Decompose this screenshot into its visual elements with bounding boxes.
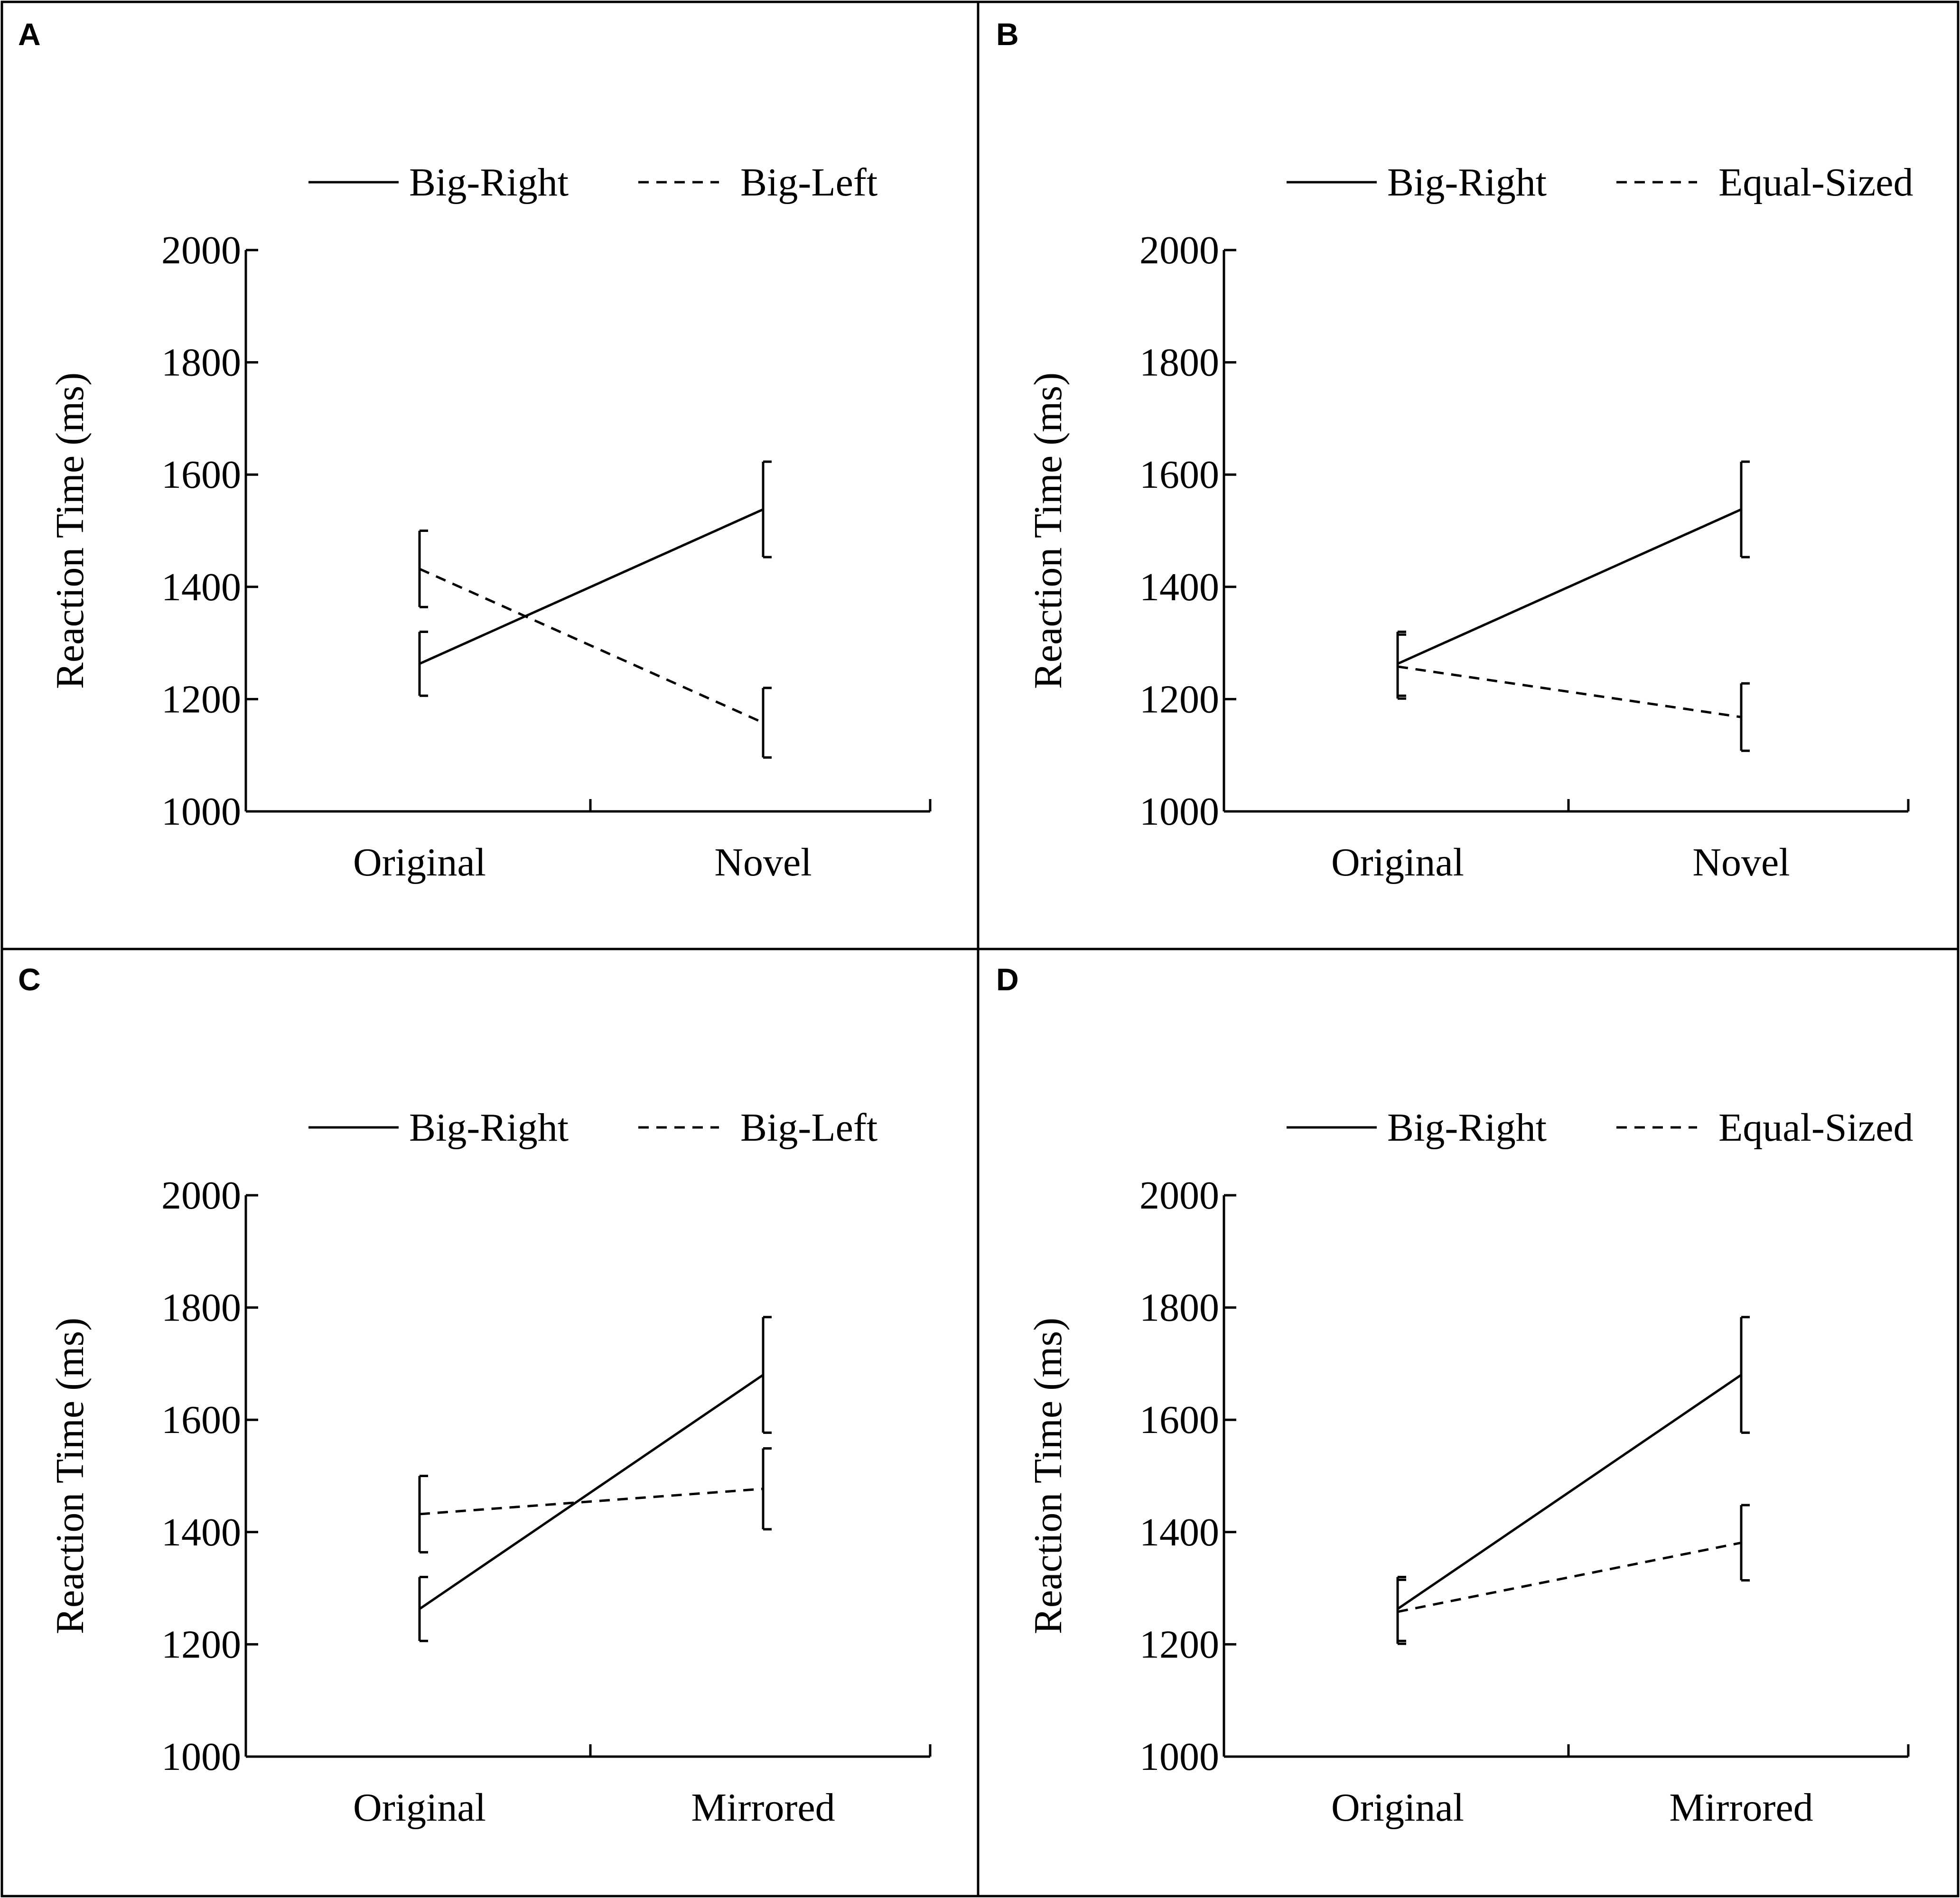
- y-tick-label: 1600: [1139, 1398, 1219, 1442]
- y-tick-label: 1000: [1139, 1735, 1219, 1779]
- y-tick-label: 1800: [161, 1286, 241, 1330]
- legend-label-big-left: Big-Left: [740, 160, 877, 205]
- y-tick-label: 1400: [161, 565, 241, 609]
- y-tick-label: 2000: [161, 1173, 241, 1218]
- y-tick-label: 1200: [1139, 677, 1219, 721]
- legend-label-equal-sized: Equal-Sized: [1718, 1106, 1913, 1150]
- y-tick-label: 2000: [1139, 1173, 1219, 1218]
- y-axis-title: Reaction Time (ms): [1026, 372, 1070, 689]
- y-tick-label: 1000: [161, 790, 241, 834]
- x-category-label: Mirrored: [691, 1786, 835, 1830]
- series-line-equal-sized: [1397, 1541, 1742, 1613]
- y-axis-title: Reaction Time (ms): [48, 1318, 92, 1634]
- legend-label-big-right: Big-Right: [409, 1106, 569, 1150]
- y-axis-title: Reaction Time (ms): [48, 372, 92, 689]
- chart-panel-c: C 1000 1200 1400 1600 1800 2000 Original Mirrore…: [18, 962, 932, 1830]
- x-category-label: Novel: [1692, 840, 1790, 884]
- y-tick-label: 1800: [161, 341, 241, 385]
- x-category-label: Original: [353, 1786, 486, 1830]
- chart-panel-d: D 1000 1200 1400 1600 1800 2000 Original Mirrore…: [996, 962, 1913, 1830]
- y-tick-label: 1800: [1139, 341, 1219, 385]
- y-tick-label: 1200: [161, 1622, 241, 1666]
- panel-letter: A: [18, 17, 41, 52]
- series-line-big-right: [419, 1374, 764, 1610]
- series-line-big-right: [1397, 508, 1742, 665]
- x-category-label: Original: [353, 840, 486, 884]
- x-category-label: Novel: [714, 840, 812, 884]
- x-category-label: Original: [1331, 840, 1464, 884]
- legend-label-big-right: Big-Right: [409, 160, 569, 205]
- y-tick-label: 1800: [1139, 1286, 1219, 1330]
- y-tick-label: 1200: [1139, 1622, 1219, 1666]
- y-tick-label: 1400: [161, 1510, 241, 1554]
- panel-letter: D: [996, 962, 1019, 997]
- chart-panel-b: B 1000 1200 1400 1600 1800 2000 Original Novel Re…: [996, 17, 1913, 884]
- panel-letter: B: [996, 17, 1019, 52]
- series-line-big-right: [419, 508, 764, 665]
- legend-label-big-left: Big-Left: [740, 1106, 877, 1150]
- y-tick-label: 2000: [161, 228, 241, 272]
- y-tick-label: 1200: [161, 677, 241, 721]
- y-tick-label: 1600: [161, 1398, 241, 1442]
- y-tick-label: 1000: [1139, 790, 1219, 834]
- y-tick-label: 1600: [1139, 453, 1219, 497]
- y-tick-label: 2000: [1139, 228, 1219, 272]
- chart-panel-a: A 1000 1200 1400 1600 1800 2000 Original Novel Re…: [18, 17, 932, 884]
- x-category-label: Original: [1331, 1786, 1464, 1830]
- y-tick-label: 1600: [161, 453, 241, 497]
- y-tick-label: 1000: [161, 1735, 241, 1779]
- series-line-equal-sized: [1397, 665, 1742, 718]
- y-tick-label: 1400: [1139, 1510, 1219, 1554]
- legend-label-big-right: Big-Right: [1387, 1106, 1547, 1150]
- legend-label-big-right: Big-Right: [1387, 160, 1547, 205]
- series-line-big-left: [419, 568, 764, 724]
- series-line-big-left: [419, 1488, 764, 1516]
- x-category-label: Mirrored: [1669, 1786, 1813, 1830]
- panel-letter: C: [18, 962, 41, 997]
- legend-label-equal-sized: Equal-Sized: [1718, 160, 1913, 205]
- y-tick-label: 1400: [1139, 565, 1219, 609]
- y-axis-title: Reaction Time (ms): [1026, 1318, 1070, 1634]
- series-line-big-right: [1397, 1374, 1742, 1610]
